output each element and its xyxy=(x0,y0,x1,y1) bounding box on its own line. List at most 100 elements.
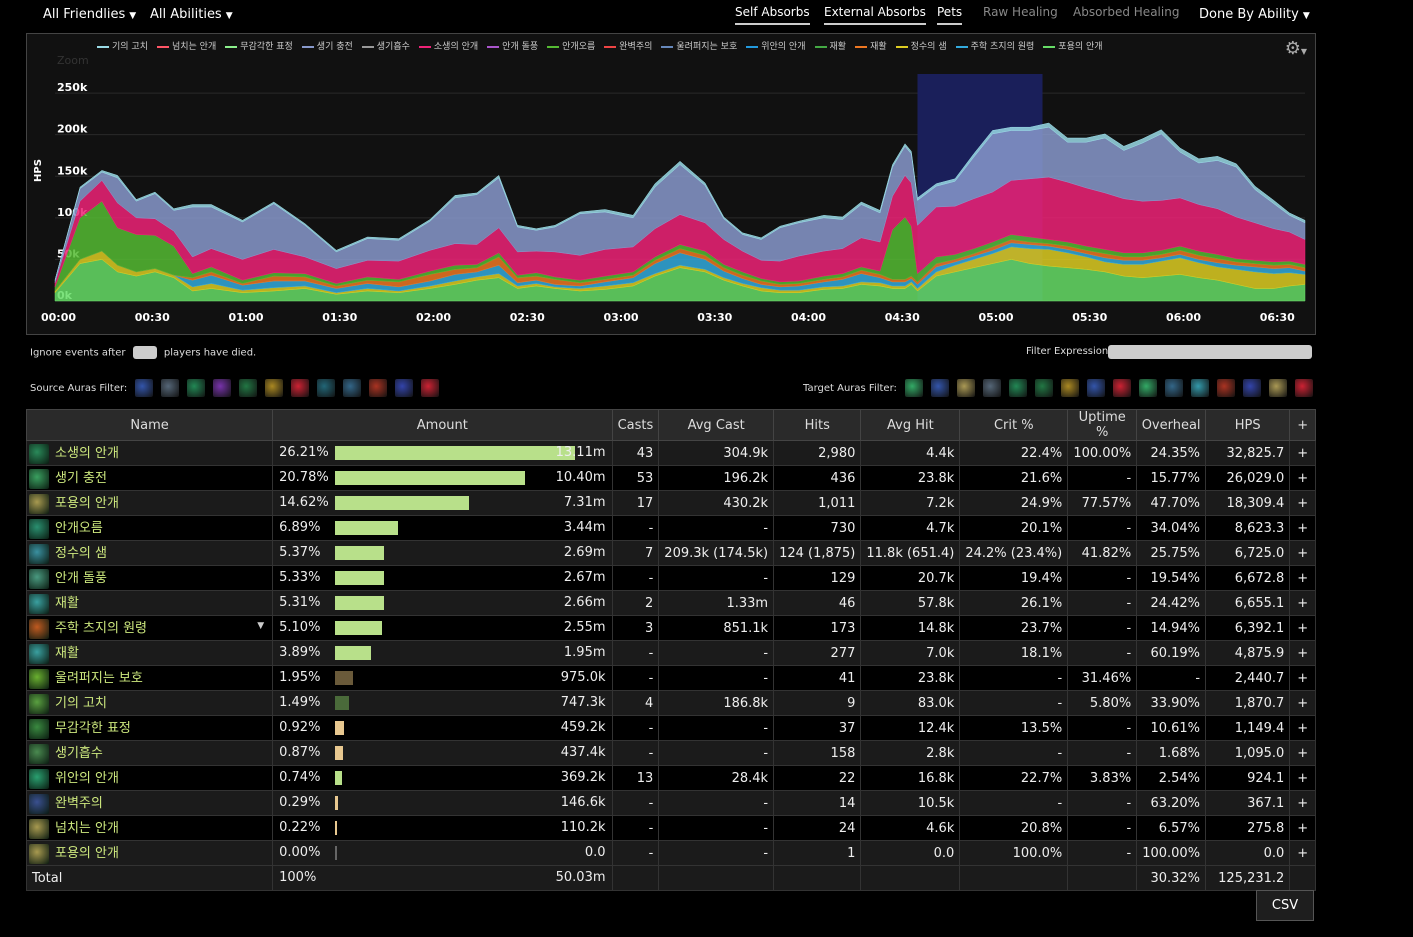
source-aura-icon[interactable] xyxy=(395,379,414,397)
table-row[interactable]: 안개오름 6.89% 3.44m - -730 4.7k 20.1% -34.04% 8,623… xyxy=(25,515,1316,541)
ability-name[interactable]: 안개오름 xyxy=(55,521,103,537)
expand-plus-icon[interactable]: + xyxy=(1289,765,1316,791)
source-aura-icon[interactable] xyxy=(421,379,440,397)
col-crit[interactable]: Crit % xyxy=(959,409,1069,441)
ability-name[interactable]: 포용의 안개 xyxy=(55,496,119,512)
ability-name[interactable]: 넘치는 안개 xyxy=(55,821,119,837)
expand-plus-icon[interactable]: + xyxy=(1289,815,1316,841)
ability-name[interactable]: 생기흡수 xyxy=(55,746,103,762)
target-aura-icon[interactable] xyxy=(1294,379,1313,397)
legend-item[interactable]: 넘치는 안개 xyxy=(156,39,216,52)
source-aura-icon[interactable] xyxy=(161,379,180,397)
death-count-input[interactable] xyxy=(132,346,157,359)
legend-item[interactable]: 재활 xyxy=(814,39,846,52)
csv-button[interactable]: CSV xyxy=(1256,890,1314,921)
chart-canvas[interactable]: 0k50k100k150k200k250k00:0000:3001:0001:3… xyxy=(27,34,1315,334)
target-aura-icon[interactable] xyxy=(1060,379,1079,397)
expand-plus-icon[interactable]: + xyxy=(1289,615,1316,641)
tab-self-absorbs[interactable]: Self Absorbs xyxy=(735,5,810,25)
expand-plus-icon[interactable]: + xyxy=(1289,465,1316,491)
tab-pets[interactable]: Pets xyxy=(937,5,963,25)
expand-plus-icon[interactable]: + xyxy=(1289,490,1316,516)
source-aura-icon[interactable] xyxy=(265,379,284,397)
target-aura-icon[interactable] xyxy=(1242,379,1261,397)
ability-name[interactable]: 생기 충전 xyxy=(55,471,107,487)
col-name[interactable]: Name xyxy=(25,409,274,441)
target-aura-icon[interactable] xyxy=(956,379,975,397)
ability-name[interactable]: 재활 xyxy=(55,646,79,662)
target-aura-icon[interactable] xyxy=(1138,379,1157,397)
expand-plus-icon[interactable]: + xyxy=(1289,740,1316,766)
tab-raw-healing[interactable]: Raw Healing xyxy=(983,5,1058,19)
target-aura-icon[interactable] xyxy=(1190,379,1209,397)
col-overheal[interactable]: Overheal xyxy=(1136,409,1207,441)
col-uptime[interactable]: Uptime % xyxy=(1067,409,1138,441)
target-aura-icon[interactable] xyxy=(930,379,949,397)
table-row[interactable]: 울려퍼지는 보호 1.95% 975.0k - -41 23.8k -31.46% -2,44… xyxy=(25,665,1316,691)
table-row[interactable]: 생기 충전 20.78% 10.40m 53 196.2k 436 23.8k 21.6% -1… xyxy=(25,465,1316,491)
target-aura-icon[interactable] xyxy=(904,379,923,397)
legend-item[interactable]: 안개 돌풍 xyxy=(487,39,538,52)
legend-item[interactable]: 정수의 샘 xyxy=(895,39,947,52)
source-aura-icon[interactable] xyxy=(317,379,336,397)
ability-name[interactable]: 소생의 안개 xyxy=(55,446,119,462)
table-row[interactable]: 완벽주의 0.29% 146.6k - -14 10.5k - -63.20% 367.1 + xyxy=(25,790,1316,816)
expand-plus-icon[interactable]: + xyxy=(1289,690,1316,716)
legend-item[interactable]: 재활 xyxy=(855,39,887,52)
target-aura-icon[interactable] xyxy=(982,379,1001,397)
expand-plus-icon[interactable]: + xyxy=(1289,440,1316,466)
expand-plus-icon[interactable]: + xyxy=(1289,540,1316,566)
source-aura-icon[interactable] xyxy=(213,379,232,397)
legend-item[interactable]: 무감각한 표정 xyxy=(225,39,293,52)
target-aura-icon[interactable] xyxy=(1008,379,1027,397)
col-hits[interactable]: Hits xyxy=(773,409,862,441)
done-by-dropdown[interactable]: Done By Ability ▼ xyxy=(1199,7,1310,22)
col-casts[interactable]: Casts xyxy=(611,409,660,441)
expand-plus-icon[interactable]: + xyxy=(1289,840,1316,866)
legend-item[interactable]: 포용의 안개 xyxy=(1043,39,1103,52)
series-area[interactable] xyxy=(54,122,1306,281)
legend-item[interactable]: 생기 충전 xyxy=(301,39,353,52)
target-aura-icon[interactable] xyxy=(1086,379,1105,397)
expand-plus-icon[interactable]: + xyxy=(1289,590,1316,616)
target-aura-icon[interactable] xyxy=(1216,379,1235,397)
source-aura-icon[interactable] xyxy=(343,379,362,397)
filter-expression-input[interactable] xyxy=(1108,345,1312,359)
ability-name[interactable]: 재활 xyxy=(55,596,79,612)
abilities-dropdown[interactable]: All Abilities ▼ xyxy=(150,7,233,22)
table-row[interactable]: 포용의 안개 14.62% 7.31m 17 430.2k 1,011 7.2k 24.9% 7… xyxy=(25,490,1316,516)
source-aura-icon[interactable] xyxy=(187,379,206,397)
ability-name[interactable]: 위안의 안개 xyxy=(55,771,119,787)
target-aura-icon[interactable] xyxy=(1034,379,1053,397)
col-amount[interactable]: Amount xyxy=(272,409,613,441)
ability-name[interactable]: 정수의 샘 xyxy=(55,546,107,562)
ability-name[interactable]: 울려퍼지는 보호 xyxy=(55,671,143,687)
healing-chart[interactable]: 0k50k100k150k200k250k00:0000:3001:0001:3… xyxy=(26,33,1316,335)
source-aura-icon[interactable] xyxy=(369,379,388,397)
table-row[interactable]: 재활 3.89% 1.95m - -277 7.0k 18.1% -60.19% 4,875.9… xyxy=(25,640,1316,666)
legend-item[interactable]: 울려퍼지는 보호 xyxy=(661,39,737,52)
target-aura-icon[interactable] xyxy=(1112,379,1131,397)
target-aura-icon[interactable] xyxy=(1164,379,1183,397)
source-aura-icon[interactable] xyxy=(239,379,258,397)
expand-plus-icon[interactable]: + xyxy=(1289,640,1316,666)
expand-plus-icon[interactable]: + xyxy=(1289,515,1316,541)
table-row[interactable]: 생기흡수 0.87% 437.4k - -158 2.8k - -1.68% 1,095.0 + xyxy=(25,740,1316,766)
legend-item[interactable]: 위안의 안개 xyxy=(746,39,806,52)
ability-name[interactable]: 안개 돌풍 xyxy=(55,571,107,587)
expand-plus-icon[interactable]: + xyxy=(1289,715,1316,741)
col-plus[interactable]: + xyxy=(1289,409,1316,441)
tab-absorbed-healing[interactable]: Absorbed Healing xyxy=(1073,5,1180,19)
expand-plus-icon[interactable]: + xyxy=(1289,790,1316,816)
legend-item[interactable]: 기의 고치 xyxy=(97,39,148,52)
table-row[interactable]: 주학 츠지의 원령 ▼ 5.10% 2.55m 3 851.1k 173 14.8k 23.7%… xyxy=(25,615,1316,641)
source-aura-icon[interactable] xyxy=(291,379,310,397)
table-row[interactable]: 기의 고치 1.49% 747.3k 4 186.8k 9 83.0k -5.80% 33.90… xyxy=(25,690,1316,716)
table-row[interactable]: 위안의 안개 0.74% 369.2k 13 28.4k 22 16.8k 22.7% 3.83… xyxy=(25,765,1316,791)
table-row[interactable]: 정수의 샘 5.37% 2.69m 7 209.3k (174.5k) 124 (1,87… xyxy=(25,540,1316,566)
legend-item[interactable]: 안개오름 xyxy=(547,39,595,52)
expand-plus-icon[interactable]: + xyxy=(1289,665,1316,691)
legend-item[interactable]: 생기흡수 xyxy=(361,39,410,52)
target-aura-icon[interactable] xyxy=(1268,379,1287,397)
expand-plus-icon[interactable]: + xyxy=(1289,565,1316,591)
